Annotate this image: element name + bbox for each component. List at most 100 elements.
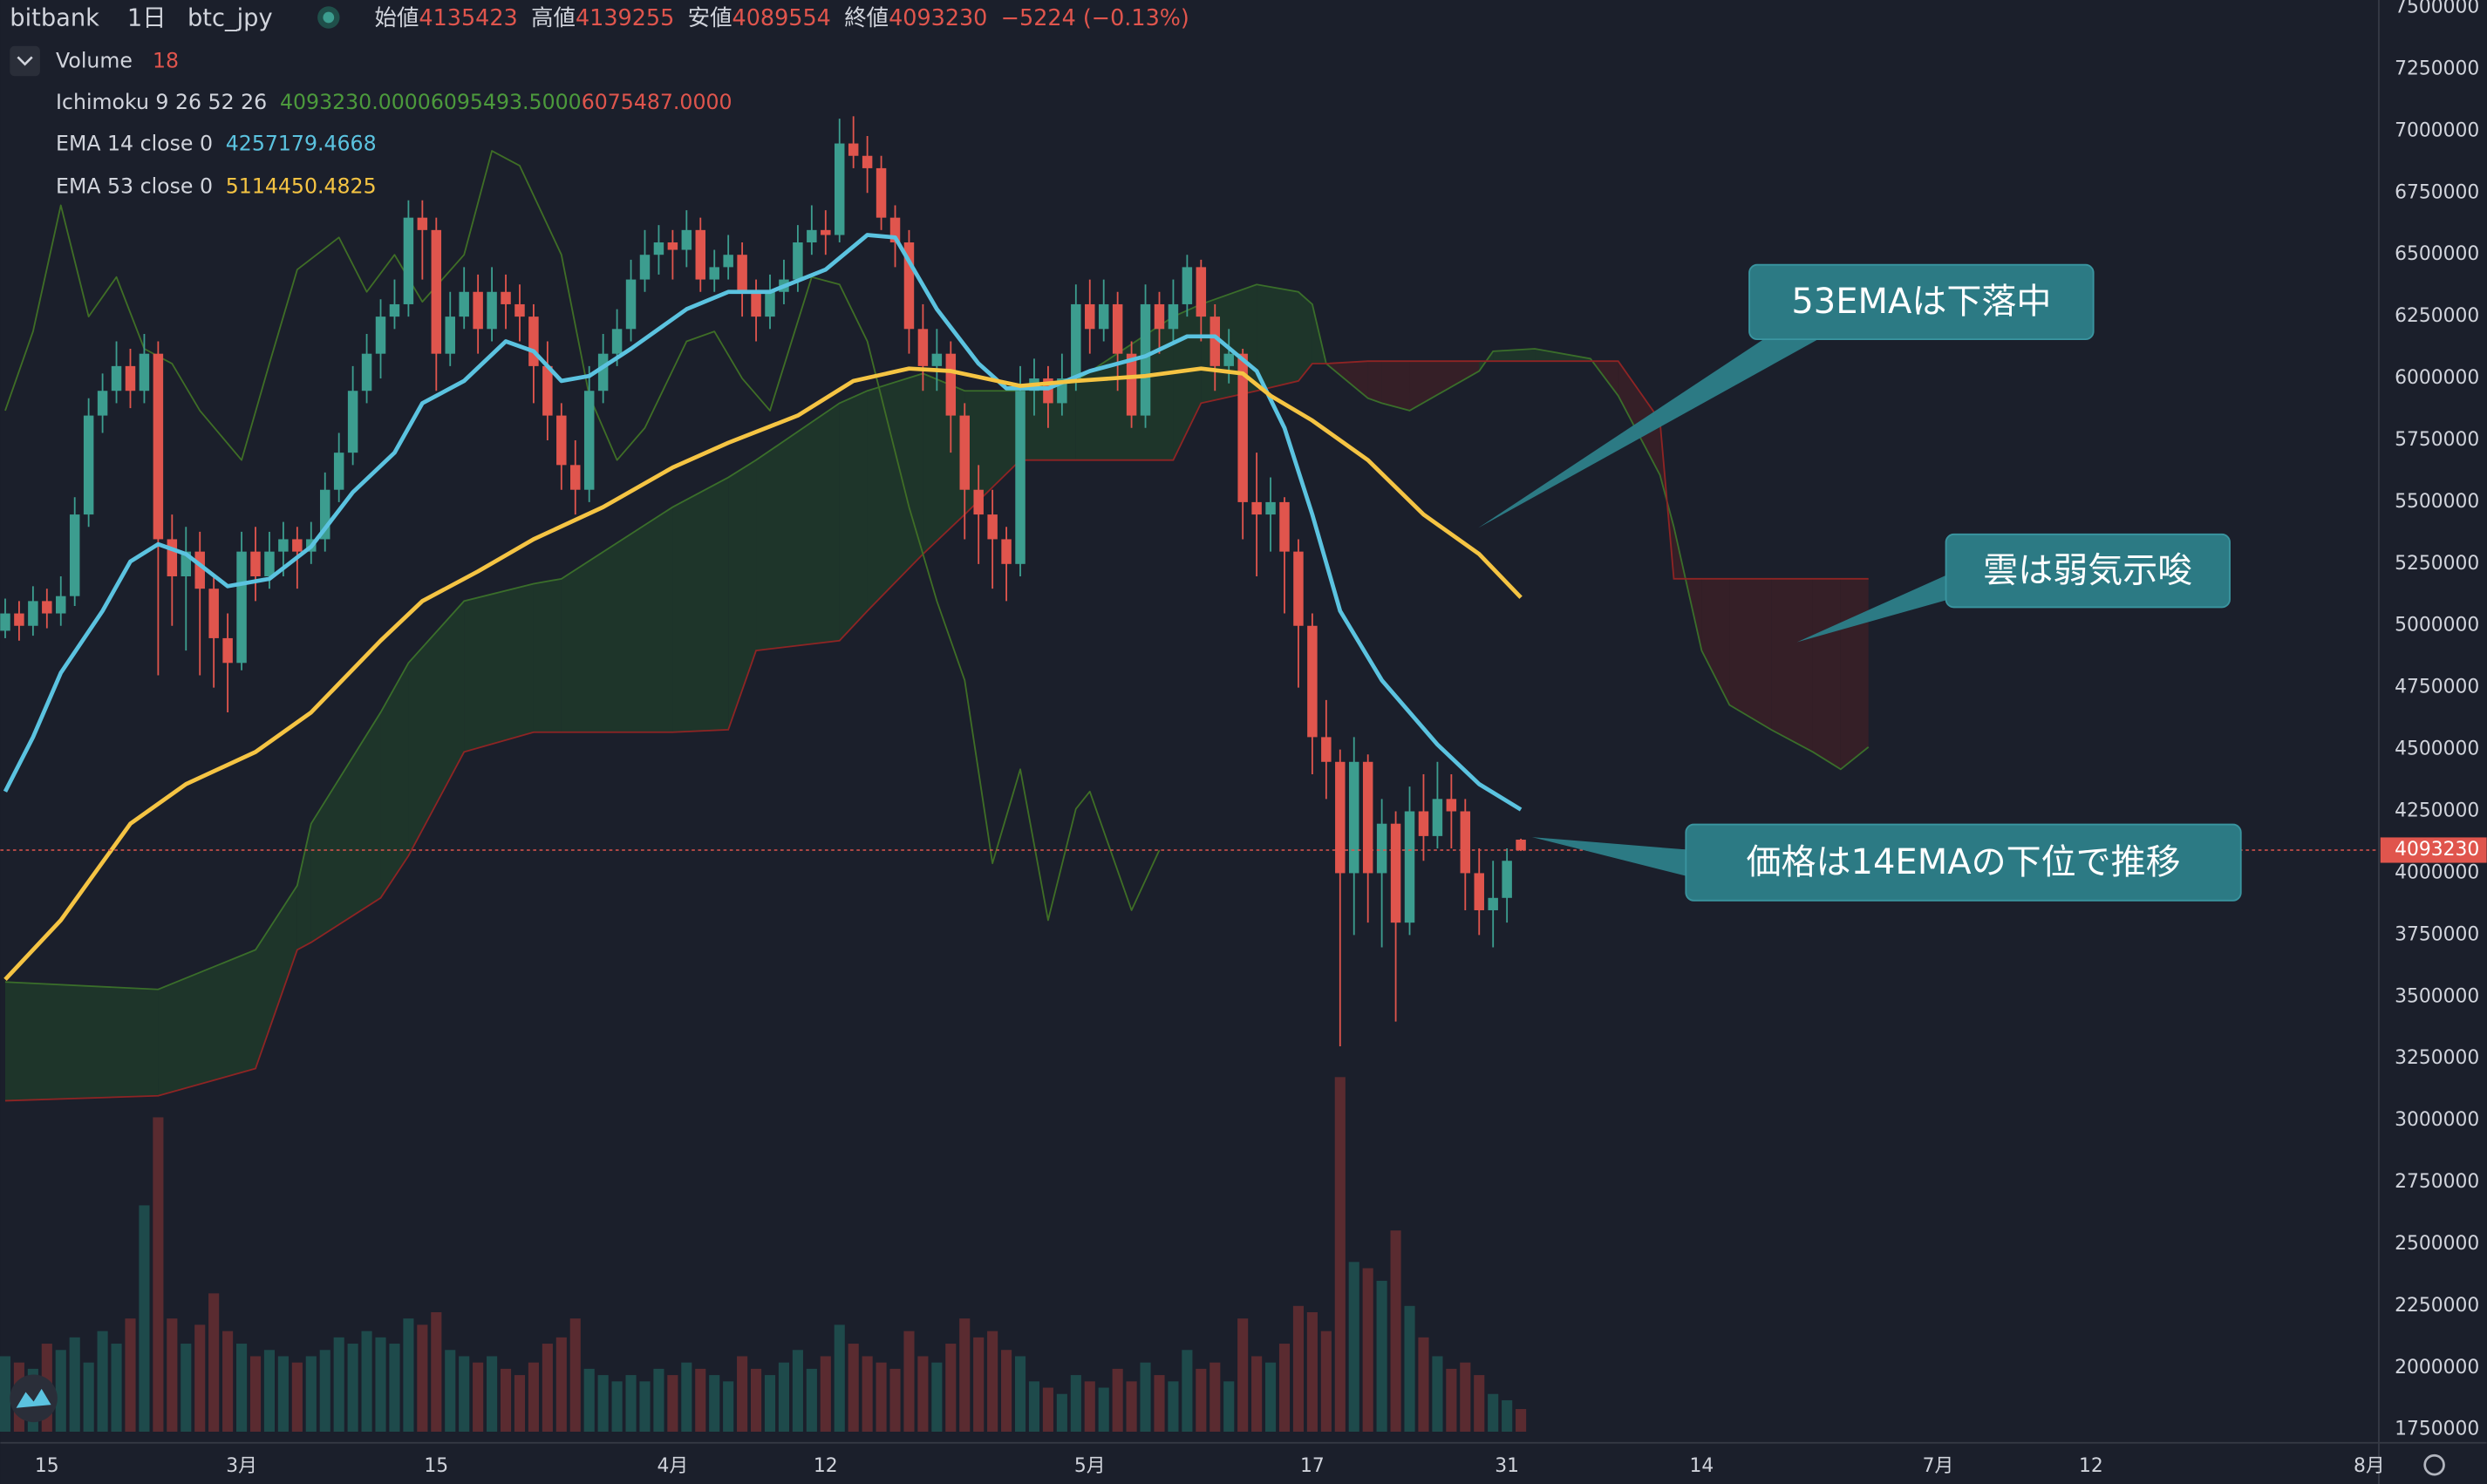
volume-bar — [583, 1368, 595, 1432]
x-tick-label: 14 — [1690, 1455, 1714, 1477]
candle-body — [1196, 267, 1207, 317]
cloud-segment — [1173, 303, 1202, 460]
volume-bar — [1306, 1311, 1318, 1432]
candle-body — [0, 613, 10, 631]
candle-body — [473, 291, 483, 330]
y-tick-label: 6000000 — [2395, 367, 2479, 389]
collapse-button[interactable] — [10, 45, 40, 77]
cloud-segment — [408, 601, 465, 856]
y-tick-label: 7250000 — [2395, 58, 2479, 79]
cloud-segment — [1381, 361, 1410, 411]
y-tick-label: 2000000 — [2395, 1357, 2479, 1378]
logo[interactable] — [10, 1374, 58, 1423]
candle-body — [514, 303, 525, 317]
candle-body — [1209, 317, 1221, 366]
y-tick-label: 7500000 — [2395, 0, 2479, 18]
ichimoku-legend: Ichimoku 9 26 52 26 4093230.00006095493.… — [56, 90, 732, 114]
volume-bar — [487, 1356, 498, 1432]
x-tick-label: 15 — [424, 1455, 448, 1477]
close-value: 4093230 — [889, 5, 987, 31]
change: −5224 (−0.13%) — [1001, 5, 1189, 31]
cloud-segment — [380, 663, 409, 898]
plot-area — [0, 116, 2379, 1432]
volume-bar — [973, 1337, 985, 1432]
candle-body — [1376, 823, 1387, 874]
cloud-segment — [1701, 578, 1730, 705]
low-value: 4089554 — [732, 5, 831, 31]
ema14-name: EMA 14 close 0 — [56, 131, 213, 155]
volume-bar — [1502, 1399, 1513, 1432]
cloud-segment — [756, 403, 840, 651]
close-label: 終値 — [844, 5, 889, 31]
interval: 1日 — [127, 4, 167, 31]
candle-body — [862, 155, 873, 168]
candle-body — [1516, 840, 1526, 850]
candle-body — [1223, 353, 1234, 366]
volume-bar — [764, 1375, 776, 1432]
y-tick-label: 6500000 — [2395, 243, 2479, 265]
candle-body — [389, 303, 400, 317]
candle-body — [765, 291, 775, 317]
ohlc-header: 始値4135423 高値4139255 安値4089554 終値4093230 … — [375, 5, 1189, 31]
volume-bar — [1168, 1381, 1179, 1432]
cloud-segment — [923, 373, 965, 555]
candle-body — [903, 242, 915, 330]
candle-body — [737, 255, 747, 292]
candle-body — [834, 143, 845, 235]
candle-body — [1293, 551, 1304, 626]
candle-body — [375, 317, 386, 354]
candle-body — [570, 465, 581, 490]
volume-bar — [876, 1362, 887, 1432]
volume-bar — [361, 1331, 372, 1432]
cloud-segment — [561, 507, 673, 732]
candle-body — [14, 613, 24, 626]
candle-body — [347, 391, 358, 453]
ema14-legend: EMA 14 close 0 4257179.4668 — [56, 131, 377, 155]
volume-bar — [153, 1117, 164, 1432]
candle-body — [723, 255, 733, 268]
candle-body — [653, 242, 664, 255]
volume-bar — [1070, 1375, 1081, 1432]
volume-bar — [1292, 1305, 1305, 1432]
candle-body — [417, 217, 428, 230]
candle-body — [1251, 501, 1262, 515]
volume-bar — [0, 1356, 11, 1432]
volume-bar — [1237, 1318, 1249, 1432]
cloud-segment — [256, 885, 297, 1069]
candle-body — [639, 255, 651, 280]
candle-body — [236, 551, 247, 664]
candle-body — [973, 489, 984, 515]
candle-body — [1404, 811, 1415, 923]
candle-body — [1015, 391, 1025, 564]
volume-bar — [945, 1344, 957, 1432]
volume-bar — [834, 1324, 845, 1432]
candle-body — [139, 353, 150, 391]
volume-bar — [139, 1205, 150, 1432]
volume-bar — [1376, 1280, 1387, 1432]
candle-body — [1321, 737, 1332, 762]
candle-body — [1168, 303, 1179, 330]
candle-body — [487, 291, 497, 330]
candle-body — [667, 242, 678, 250]
y-tick-label: 6250000 — [2395, 305, 2479, 327]
x-tick-label: 8月 — [2354, 1455, 2385, 1477]
ema53-name: EMA 53 close 0 — [56, 174, 213, 198]
ema-line — [3, 233, 1523, 812]
candle-body — [319, 489, 330, 540]
x-tick-label: 7月 — [1923, 1455, 1954, 1477]
callout-text: 53EMAは下落中 — [1791, 282, 2051, 322]
settings-icon[interactable] — [2423, 1453, 2445, 1476]
candle-body — [821, 229, 831, 235]
volume-bar — [305, 1356, 317, 1432]
callout-box — [1945, 533, 2231, 609]
y-tick-label: 2250000 — [2395, 1295, 2479, 1317]
candle-body — [1182, 267, 1193, 304]
volume-bar — [69, 1337, 80, 1432]
candle-body — [1043, 378, 1053, 404]
candle-body — [97, 391, 108, 416]
ichimoku-span-a-value: 6095493.5000 — [431, 90, 582, 114]
volume-bar — [222, 1331, 234, 1432]
callout-box — [1748, 263, 2095, 341]
volume-bar — [1112, 1368, 1123, 1432]
